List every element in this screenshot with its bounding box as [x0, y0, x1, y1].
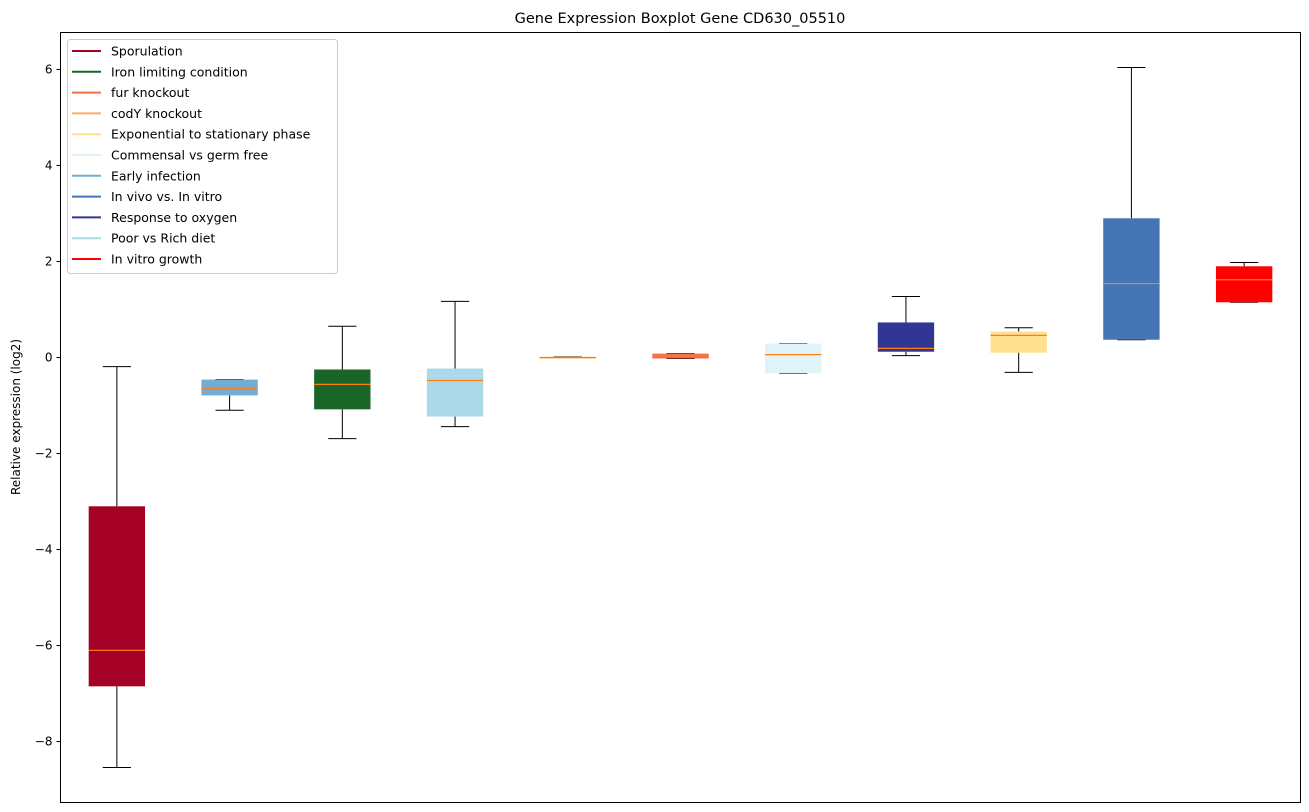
box-body — [88, 506, 146, 687]
legend-label: Early infection — [111, 168, 201, 183]
y-tick-label: 4 — [45, 158, 53, 172]
legend-label: codY knockout — [111, 106, 202, 121]
box-exponential-to-stationary-phase — [990, 327, 1047, 373]
y-tick-label: 6 — [45, 62, 53, 76]
legend-label: In vitro growth — [111, 252, 202, 267]
legend-label: Response to oxygen — [111, 210, 237, 225]
box-body — [877, 322, 935, 352]
legend-label: Sporulation — [111, 44, 183, 59]
box-body — [1215, 266, 1273, 303]
box-sporulation — [88, 366, 146, 768]
y-tick-label: −2 — [35, 447, 53, 461]
box-body — [1103, 218, 1160, 340]
y-tick-label: 0 — [45, 350, 53, 364]
box-body — [314, 369, 371, 410]
y-tick-label: −4 — [35, 543, 53, 557]
y-tick-label: −6 — [35, 639, 53, 653]
legend-label: Commensal vs germ free — [111, 148, 268, 163]
y-tick-label: −8 — [35, 735, 53, 749]
box-response-to-oxygen — [877, 296, 935, 357]
box-body — [201, 379, 258, 396]
box-in-vitro-growth — [1215, 261, 1273, 303]
y-axis-label: Relative expression (log2) — [9, 339, 23, 495]
legend-label: In vivo vs. In vitro — [111, 189, 222, 204]
legend-label: Poor vs Rich diet — [111, 231, 215, 246]
box-cody-knockout — [539, 356, 596, 359]
legend-label: Iron limiting condition — [111, 64, 248, 79]
box-fur-knockout — [652, 353, 709, 359]
box-commensal-vs-germ-free — [765, 343, 822, 374]
legend-label: fur knockout — [111, 85, 189, 100]
box-body — [990, 331, 1047, 353]
box-poor-vs-rich-diet — [426, 300, 484, 428]
chart-title: Gene Expression Boxplot Gene CD630_05510 — [515, 11, 846, 27]
plot-frame — [60, 32, 1301, 803]
box-body — [765, 343, 822, 374]
legend-label: Exponential to stationary phase — [111, 127, 311, 142]
y-tick-label: 2 — [45, 254, 53, 268]
legend: Sporulation Iron limiting condition fur kn… — [67, 39, 338, 274]
box-body — [426, 368, 484, 417]
box-in-vivo-vs-in-vitro — [1103, 67, 1160, 341]
legend-frame — [67, 39, 338, 274]
box-early-infection — [201, 379, 258, 411]
box-iron-limiting-condition — [314, 325, 371, 440]
